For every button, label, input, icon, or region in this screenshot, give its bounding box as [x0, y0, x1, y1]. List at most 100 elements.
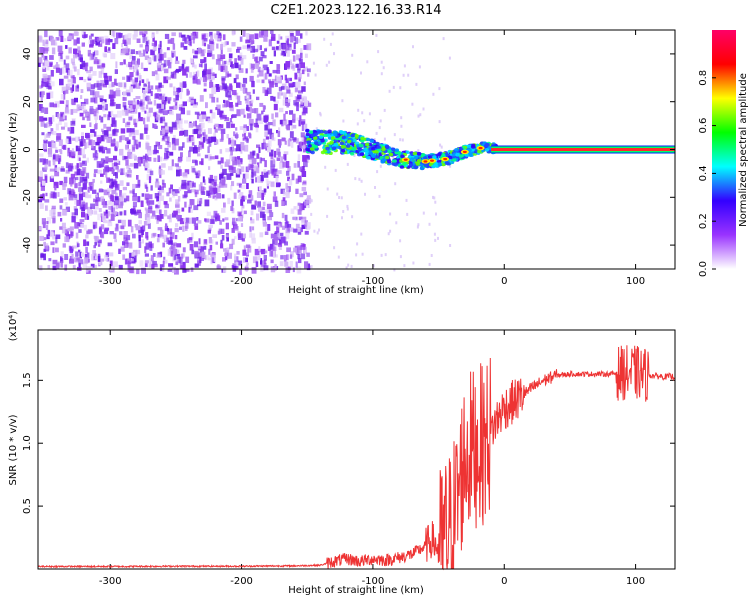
spectrogram-noise-cell: [256, 213, 260, 221]
spectrogram-noise-cell: [325, 63, 328, 67]
spectrogram-noise-cell: [42, 67, 47, 72]
spectrogram-noise-cell: [94, 113, 99, 120]
spectrogram-noise-cell: [82, 116, 85, 121]
spectrogram-noise-cell: [295, 223, 300, 229]
spectrogram-noise-cell: [65, 83, 70, 90]
spectrogram-noise-cell: [254, 200, 257, 206]
spectrogram-noise-cell: [416, 225, 419, 229]
spectrogram-noise-cell: [360, 179, 363, 183]
spectrogram-signal-cell: [365, 142, 370, 147]
spectrogram-noise-cell: [150, 215, 155, 219]
spectrogram-noise-cell: [58, 139, 63, 146]
spectrogram-noise-cell: [158, 82, 162, 88]
spectrogram-noise-cell: [220, 44, 223, 50]
spectrogram-noise-cell: [240, 86, 243, 91]
spectrogram-noise-cell: [217, 34, 222, 39]
spectrogram-noise-cell: [183, 46, 188, 50]
spectrogram-noise-cell: [42, 117, 48, 121]
spectrogram-noise-cell: [251, 178, 254, 184]
spectrogram-noise-cell: [114, 158, 119, 163]
spectrogram-noise-cell: [163, 201, 168, 205]
spectrogram-noise-cell: [132, 104, 137, 109]
spectrogram-noise-cell: [261, 171, 264, 176]
spectrogram-signal-cell: [313, 132, 318, 136]
spectrogram-noise-cell: [84, 213, 88, 220]
spectrogram-noise-cell: [449, 244, 452, 247]
spectrogram-noise-cell: [182, 253, 185, 258]
spectrogram-noise-cell: [191, 249, 195, 255]
spectrogram-noise-cell: [300, 203, 305, 211]
spectrogram-noise-cell: [92, 108, 97, 113]
spectrogram-noise-cell: [50, 175, 54, 179]
spectrogram-noise-cell: [253, 48, 258, 53]
spectrogram-noise-cell: [184, 67, 189, 72]
spectrogram-noise-cell: [110, 94, 115, 102]
spectrogram-noise-cell: [45, 243, 49, 250]
spectrogram-noise-cell: [235, 132, 238, 140]
spectrogram-noise-cell: [167, 39, 173, 44]
spectrogram-noise-cell: [99, 226, 102, 233]
spectrogram-noise-cell: [105, 104, 108, 111]
spectrogram-noise-cell: [140, 200, 144, 207]
spectrogram-noise-cell: [281, 212, 285, 219]
spectrogram-noise-cell: [259, 175, 264, 182]
spectrogram-noise-cell: [50, 39, 56, 46]
spectrogram-noise-cell: [261, 79, 265, 84]
spectrogram-noise-cell: [140, 104, 145, 110]
spectrogram-noise-cell: [270, 233, 274, 239]
spectrogram-noise-cell: [294, 87, 298, 93]
spectrogram-noise-cell: [197, 133, 202, 139]
spectrogram-noise-cell: [176, 249, 180, 253]
spectrogram-noise-cell: [97, 59, 100, 65]
spectrogram-noise-cell: [247, 47, 252, 51]
spectrogram-signal-layer: [305, 128, 675, 171]
spectrogram-noise-cell: [55, 234, 61, 239]
spectrogram-noise-cell: [262, 221, 267, 227]
spectrogram-noise-cell: [171, 137, 176, 145]
spectrogram-noise-cell: [224, 100, 229, 107]
spectrogram-noise-cell: [272, 168, 278, 172]
spectrogram-noise-cell: [237, 101, 242, 105]
spectrogram-noise-cell: [62, 243, 66, 248]
spectrogram-noise-cell: [65, 104, 69, 110]
spectrogram-noise-cell: [245, 136, 248, 140]
spectrogram-noise-cell: [237, 95, 241, 101]
spectrogram-noise-cell: [128, 252, 132, 259]
spectrogram-noise-cell: [43, 139, 48, 144]
spectrogram-noise-cell: [116, 88, 120, 92]
spectrogram-noise-cell: [123, 82, 127, 89]
spectrogram-noise-cell: [111, 168, 114, 175]
spectrogram-noise-cell: [220, 243, 224, 249]
spectrogram-noise-cell: [179, 263, 183, 269]
spectrogram-noise-cell: [152, 123, 155, 129]
spectrogram-noise-cell: [304, 123, 308, 131]
spectrogram-signal-cell: [387, 159, 392, 164]
spectrogram-noise-cell: [203, 82, 207, 87]
spectrogram-noise-cell: [166, 228, 169, 232]
spectrogram-signal-cell: [313, 136, 318, 140]
spectrogram-noise-cell: [190, 136, 195, 143]
spectrogram-noise-cell: [292, 55, 296, 62]
spectrogram-noise-cell: [276, 148, 281, 156]
spectrogram-noise-cell: [298, 120, 301, 127]
spectrogram-signal-cell: [399, 165, 405, 169]
spectrogram-noise-cell: [399, 138, 402, 142]
spectrogram-noise-cell: [262, 105, 266, 112]
spectrogram-noise-cell: [70, 58, 75, 64]
spectrogram-noise-cell: [167, 215, 171, 220]
spectrogram-noise-cell: [245, 94, 250, 100]
spectrogram-noise-cell: [131, 153, 136, 159]
spectrogram-noise-cell: [142, 95, 145, 102]
spectrogram-noise-cell: [283, 154, 287, 160]
spectrogram-noise-cell: [91, 140, 96, 145]
spectrogram-noise-cell: [68, 69, 73, 77]
spectrogram-noise-cell: [149, 194, 153, 200]
spectrogram-noise-cell: [78, 157, 81, 162]
spectrogram-noise-cell: [292, 119, 296, 123]
spectrogram-noise-cell: [341, 216, 343, 220]
spectrogram-noise-cell: [233, 131, 236, 137]
spectrogram-noise-cell: [288, 82, 294, 86]
spectrogram-noise-cell: [108, 158, 114, 163]
spectrogram-noise-cell: [112, 265, 115, 270]
spectrogram-noise-cell: [123, 105, 127, 112]
